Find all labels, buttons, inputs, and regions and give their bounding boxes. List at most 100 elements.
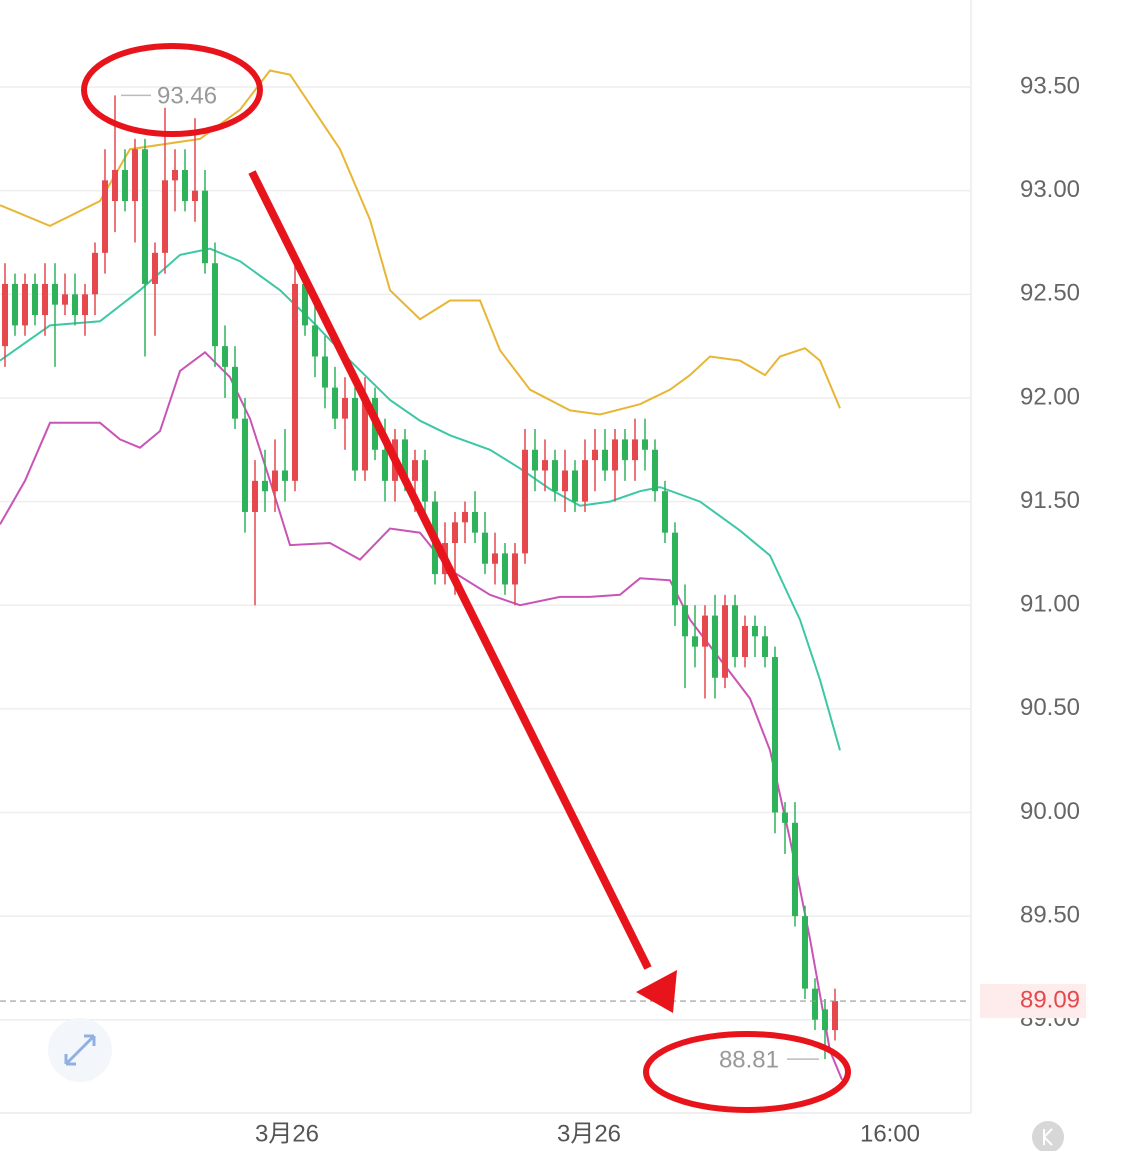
candle-body (692, 636, 698, 647)
trend-arrow (248, 170, 652, 970)
candle-body (202, 190, 208, 264)
candle-body (712, 615, 718, 678)
candle-body (722, 605, 728, 678)
expand-icon (64, 1034, 96, 1066)
band-line (0, 247, 841, 751)
candle-body (492, 553, 498, 564)
candle-body (152, 252, 158, 284)
candle-body (72, 294, 78, 316)
labels: 89.0089.5090.0090.5091.0091.5092.0092.50… (0, 72, 1086, 1147)
candle-body (132, 149, 138, 202)
candle-body (322, 356, 328, 388)
candle-body (142, 149, 148, 284)
candle-body (812, 988, 818, 1020)
candle-body (752, 625, 758, 637)
candle-body (702, 615, 708, 647)
candle-body (332, 387, 338, 419)
candle-body (382, 449, 388, 481)
candle-body (662, 491, 668, 533)
candle-body (462, 511, 468, 523)
candle-body (412, 460, 418, 481)
candle-body (212, 263, 218, 347)
last-price-box (980, 984, 1086, 1019)
candle-body (312, 325, 318, 357)
low-label: 88.81 (719, 1046, 779, 1073)
candle-body (42, 283, 48, 316)
candle-body (302, 283, 308, 326)
candle-body (102, 180, 108, 253)
candle-body (402, 439, 408, 481)
candle-body (342, 397, 348, 419)
high-label: 93.46 (157, 83, 217, 110)
candle-body (12, 283, 18, 326)
candle-body (362, 397, 368, 471)
candle-body (222, 346, 228, 367)
candle-body (542, 460, 548, 471)
candle-body (792, 822, 798, 917)
grid (0, 86, 970, 1021)
candle-body (602, 449, 608, 471)
candle-body (282, 470, 288, 481)
candle-body (742, 625, 748, 658)
candle-body (822, 1009, 828, 1031)
candle-body (162, 180, 168, 253)
candle-body (632, 439, 638, 461)
candle-body (782, 812, 788, 823)
x-tick-label: 3月26 (557, 1120, 621, 1147)
candle-body (512, 553, 518, 585)
candle-body (612, 439, 618, 471)
candle-body (832, 1001, 838, 1031)
candle-body (192, 190, 198, 202)
candle-body (732, 605, 738, 658)
candle-body (592, 449, 598, 461)
candle-body (422, 460, 428, 502)
candle-body (52, 283, 58, 305)
candle-body (672, 532, 678, 606)
candle-body (172, 169, 178, 181)
candle-body (652, 449, 658, 492)
candle-body (112, 169, 118, 202)
candle-body (452, 522, 458, 544)
candle-body (262, 480, 268, 492)
y-tick-label: 93.00 (1020, 176, 1080, 203)
candle-body (122, 169, 128, 202)
candles (2, 95, 838, 1060)
candle-body (182, 169, 188, 202)
candle-body (272, 470, 278, 492)
y-tick-label: 91.00 (1020, 591, 1080, 618)
candle-body (92, 252, 98, 295)
y-tick-label: 92.00 (1020, 383, 1080, 410)
y-tick-label: 89.50 (1020, 901, 1080, 928)
candle-body (252, 480, 258, 512)
candle-body (522, 449, 528, 554)
arrow-head (636, 970, 677, 1013)
candle-body (242, 418, 248, 512)
k-icon (1042, 1128, 1053, 1146)
candle-body (682, 605, 688, 637)
candle-body (472, 511, 478, 533)
candle-body (772, 657, 778, 813)
k-button[interactable] (1032, 1121, 1064, 1151)
candle-body (62, 294, 68, 305)
candle-body (352, 397, 358, 471)
candle-body (532, 449, 538, 471)
candle-body (562, 470, 568, 492)
candle-body (502, 553, 508, 585)
y-tick-label: 90.50 (1020, 694, 1080, 721)
x-tick-label: 16:00 (860, 1120, 920, 1147)
candle-body (552, 460, 558, 492)
candle-body (622, 439, 628, 461)
candle-body (292, 283, 298, 481)
highlight-ellipse (81, 43, 263, 137)
candle-body (2, 283, 8, 347)
candle-body (82, 294, 88, 316)
candle-body (642, 439, 648, 450)
candle-body (802, 916, 808, 989)
y-tick-label: 92.50 (1020, 280, 1080, 307)
band-line (0, 350, 843, 1081)
last-price-label: 89.09 (1020, 986, 1080, 1013)
candle-body (582, 460, 588, 502)
